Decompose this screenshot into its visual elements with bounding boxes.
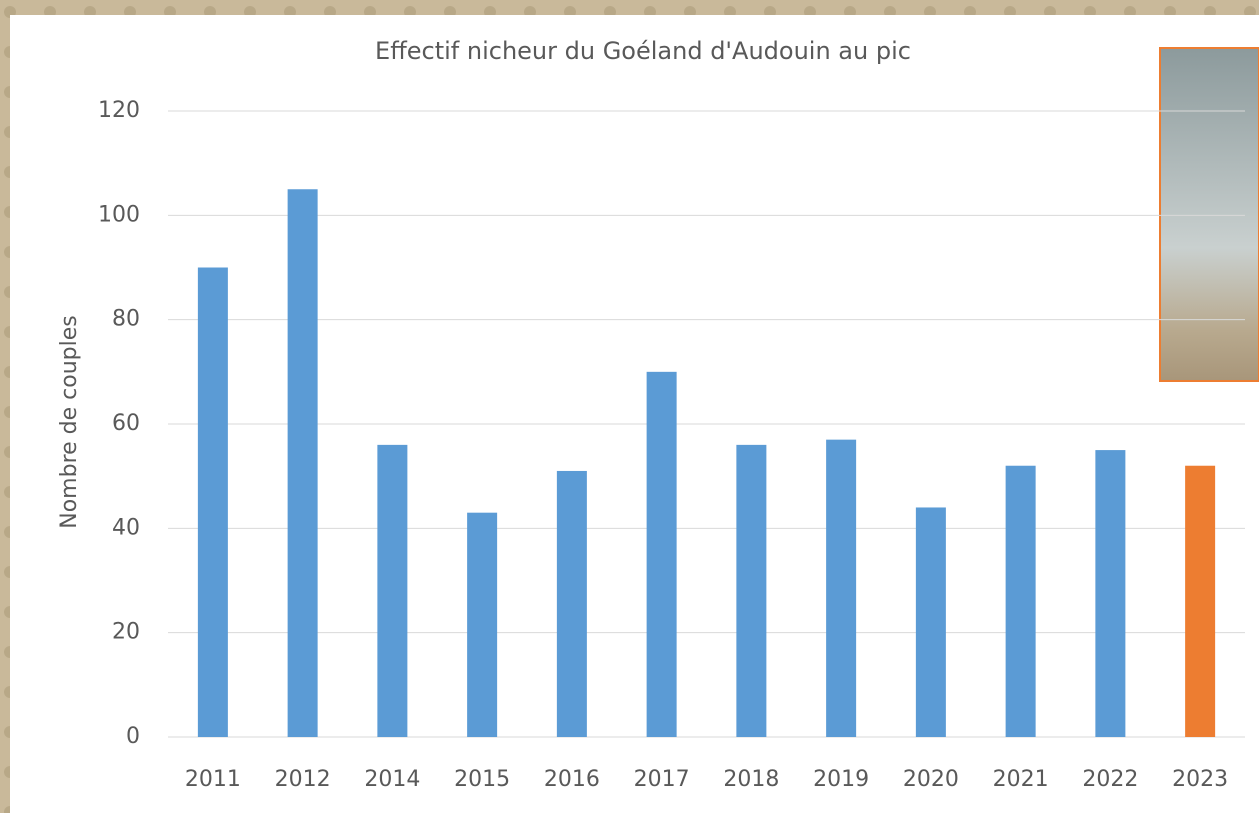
y-axis-label: Nombre de couples	[57, 315, 82, 528]
y-tick-label: 120	[98, 98, 140, 123]
x-tick-label: 2014	[364, 767, 420, 792]
x-tick-label: 2022	[1082, 767, 1138, 792]
chart: Effectif nicheur du Goéland d'Audouin au…	[0, 0, 1259, 813]
y-tick-label: 40	[112, 515, 140, 540]
x-tick-label: 2023	[1172, 767, 1228, 792]
x-tick-label: 2012	[275, 767, 331, 792]
y-tick-label: 60	[112, 411, 140, 436]
x-tick-label: 2019	[813, 767, 869, 792]
x-tick-label: 2020	[903, 767, 959, 792]
x-tick-label: 2016	[544, 767, 600, 792]
bar	[1006, 466, 1036, 737]
y-tick-label: 0	[126, 724, 140, 749]
x-tick-label: 2011	[185, 767, 241, 792]
x-tick-label: 2017	[634, 767, 690, 792]
bar	[736, 445, 766, 737]
bar	[467, 513, 497, 737]
x-tick-label: 2018	[723, 767, 779, 792]
bar	[288, 189, 318, 737]
chart-title: Effectif nicheur du Goéland d'Audouin au…	[375, 37, 911, 65]
x-tick-label: 2021	[993, 767, 1049, 792]
y-tick-label: 80	[112, 307, 140, 332]
bar	[1185, 466, 1215, 737]
bar	[647, 372, 677, 737]
chart-panel	[10, 15, 1259, 813]
bird-photo	[1160, 48, 1259, 381]
y-tick-label: 100	[98, 202, 140, 227]
y-tick-label: 20	[112, 620, 140, 645]
bar	[198, 268, 228, 738]
bar	[826, 440, 856, 737]
bar	[916, 507, 946, 737]
x-tick-label: 2015	[454, 767, 510, 792]
bar	[377, 445, 407, 737]
bar	[557, 471, 587, 737]
bar	[1095, 450, 1125, 737]
